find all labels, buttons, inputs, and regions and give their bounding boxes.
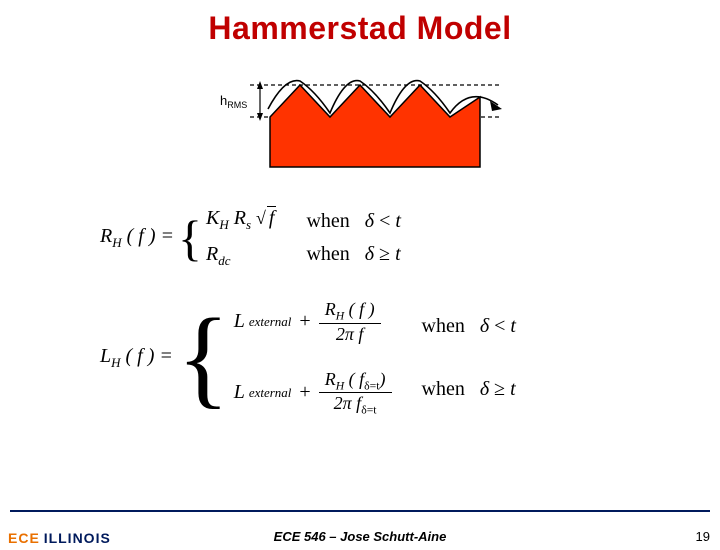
lh-plus1: + xyxy=(299,310,310,333)
lh-cond1-when: when xyxy=(422,315,465,337)
lh-frac1-num: RH ( f ) xyxy=(319,299,381,324)
rdc-sub: dc xyxy=(218,253,230,268)
kh-k: K xyxy=(206,207,219,229)
rh-case1: KH Rs √f xyxy=(206,207,276,233)
lh-frac2-num: RH ( fδ=t) xyxy=(319,369,392,394)
slide-footer: ECE ILLINOIS ECE 546 – Jose Schutt-Aine … xyxy=(0,502,720,550)
lh-frac2: RH ( fδ=t) 2π fδ=t xyxy=(319,369,392,417)
lh-cond2-when: when xyxy=(422,378,465,400)
rh-cond1: when δ < t xyxy=(306,210,400,233)
frac1-arg: ( f ) xyxy=(349,299,375,319)
frac2-den: 2π fδ=t xyxy=(328,393,383,417)
rh-lhs-sub: H xyxy=(112,235,121,250)
lext2-l: L xyxy=(234,381,245,404)
rdc-r: R xyxy=(206,243,218,265)
frac2-den-pre: 2π f xyxy=(334,393,362,413)
surface-arrow-head xyxy=(490,101,502,111)
frac2-r: R xyxy=(325,369,336,389)
conductor-shape xyxy=(270,85,480,167)
big-brace-icon: { xyxy=(177,319,230,396)
brace-icon: { xyxy=(178,218,202,258)
rh-cond1-delta: δ xyxy=(365,210,374,232)
equation-lh: LH ( f ) = { Lexternal + RH ( f ) 2π f L… xyxy=(100,299,720,417)
lh-cond1-rel: < xyxy=(494,315,505,337)
rs-r: R xyxy=(234,207,246,229)
slide-title: Hammerstad Model xyxy=(0,10,720,47)
rh-lhs-arg: ( f ) = xyxy=(127,225,174,247)
lext2-sub: external xyxy=(249,385,292,401)
lh-cond1-t: t xyxy=(510,315,516,337)
rs-sub: s xyxy=(246,217,251,232)
rh-cond1-when: when xyxy=(306,210,349,232)
hrms-label: hRMS xyxy=(220,93,247,110)
lh-cases: Lexternal + RH ( f ) 2π f Lexternal + RH… xyxy=(234,299,392,417)
rh-cond1-rel: < xyxy=(379,210,390,232)
lh-lhs-sub: H xyxy=(111,355,120,370)
lh-cond2: when δ ≥ t xyxy=(422,378,516,401)
lh-conditions: when δ < t when δ ≥ t xyxy=(422,315,516,401)
lh-case1: Lexternal + RH ( f ) 2π f xyxy=(234,299,392,345)
lh-case2: Lexternal + RH ( fδ=t) 2π fδ=t xyxy=(234,369,392,417)
rh-case2: Rdc xyxy=(206,243,276,269)
lh-cond1: when δ < t xyxy=(422,315,516,338)
footer-divider xyxy=(10,510,710,512)
frac1-den: 2π f xyxy=(330,324,370,345)
footer-course: ECE 546 – Jose Schutt-Aine xyxy=(0,529,720,544)
rh-conditions: when δ < t when δ ≥ t xyxy=(306,210,400,266)
rh-cond2-when: when xyxy=(306,243,349,265)
rh-cond2-delta: δ xyxy=(365,243,374,265)
rh-cond1-t: t xyxy=(395,210,401,232)
sqrt-f: f xyxy=(267,206,277,229)
lh-lhs-arg: ( f ) = xyxy=(126,345,173,367)
rh-cond2: when δ ≥ t xyxy=(306,243,400,266)
sqrt-icon: √ xyxy=(256,208,266,228)
lh-plus2: + xyxy=(299,381,310,404)
diagram-svg: hRMS xyxy=(190,67,530,187)
frac2-argsub: δ=t xyxy=(364,379,379,392)
lh-cond2-rel: ≥ xyxy=(494,378,505,400)
lh-cond1-delta: δ xyxy=(480,315,489,337)
frac1-r: R xyxy=(325,299,336,319)
frac2-den-sub: δ=t xyxy=(361,404,376,417)
equation-rh: RH ( f ) = { KH Rs √f Rdc when δ < t whe… xyxy=(100,207,720,269)
roughness-diagram: hRMS xyxy=(190,67,530,187)
lext1-l: L xyxy=(234,310,245,333)
rh-lhs: RH ( f ) = xyxy=(100,225,174,251)
rh-lhs-r: R xyxy=(100,225,112,247)
frac1-rsub: H xyxy=(336,310,344,323)
rh-cases: KH Rs √f Rdc xyxy=(206,207,276,269)
lh-cond2-delta: δ xyxy=(480,378,489,400)
lext1-sub: external xyxy=(249,314,292,330)
frac2-argclose: ) xyxy=(380,369,386,389)
rh-cond2-t: t xyxy=(395,243,401,265)
page-number: 19 xyxy=(696,529,710,544)
lh-frac1: RH ( f ) 2π f xyxy=(319,299,381,345)
lh-lhs-l: L xyxy=(100,345,111,367)
lh-lhs: LH ( f ) = xyxy=(100,345,173,371)
frac2-argf: ( f xyxy=(349,369,365,389)
lh-cond2-t: t xyxy=(510,378,516,400)
rh-cond2-rel: ≥ xyxy=(379,243,390,265)
frac2-rsub: H xyxy=(336,379,344,392)
kh-sub: H xyxy=(219,217,228,232)
